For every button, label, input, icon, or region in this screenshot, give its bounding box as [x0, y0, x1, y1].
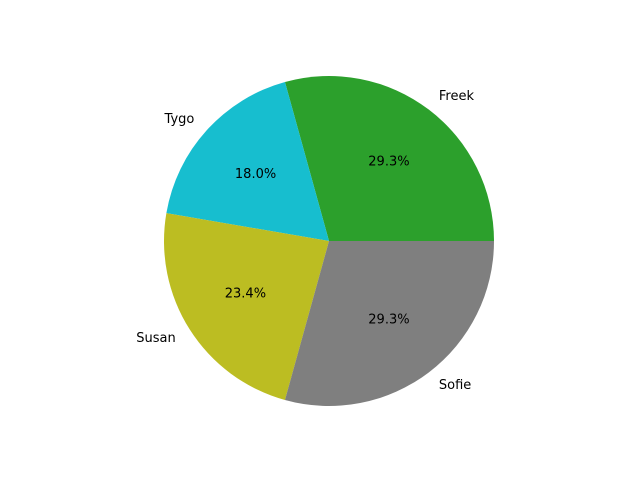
pie-labels: Freek 29.3% Tygo 18.0% Susan 23.4% Sofie 29.3%	[136, 89, 474, 393]
pie-slice-tygo	[166, 81, 329, 241]
slice-percent-sofie: 29.3%	[368, 312, 409, 327]
pie-slice-susan	[163, 213, 329, 401]
slice-percent-susan: 23.4%	[225, 287, 266, 302]
slice-label-freek: Freek	[439, 89, 475, 104]
slice-label-susan: Susan	[136, 331, 175, 346]
slice-label-sofie: Sofie	[439, 378, 471, 393]
slice-percent-tygo: 18.0%	[235, 167, 276, 182]
slice-label-tygo: Tygo	[164, 112, 195, 127]
pie-slices	[163, 76, 494, 406]
pie-slice-freek	[284, 76, 494, 242]
slice-percent-freek: 29.3%	[368, 155, 409, 170]
pie-slice-sofie	[284, 241, 494, 406]
